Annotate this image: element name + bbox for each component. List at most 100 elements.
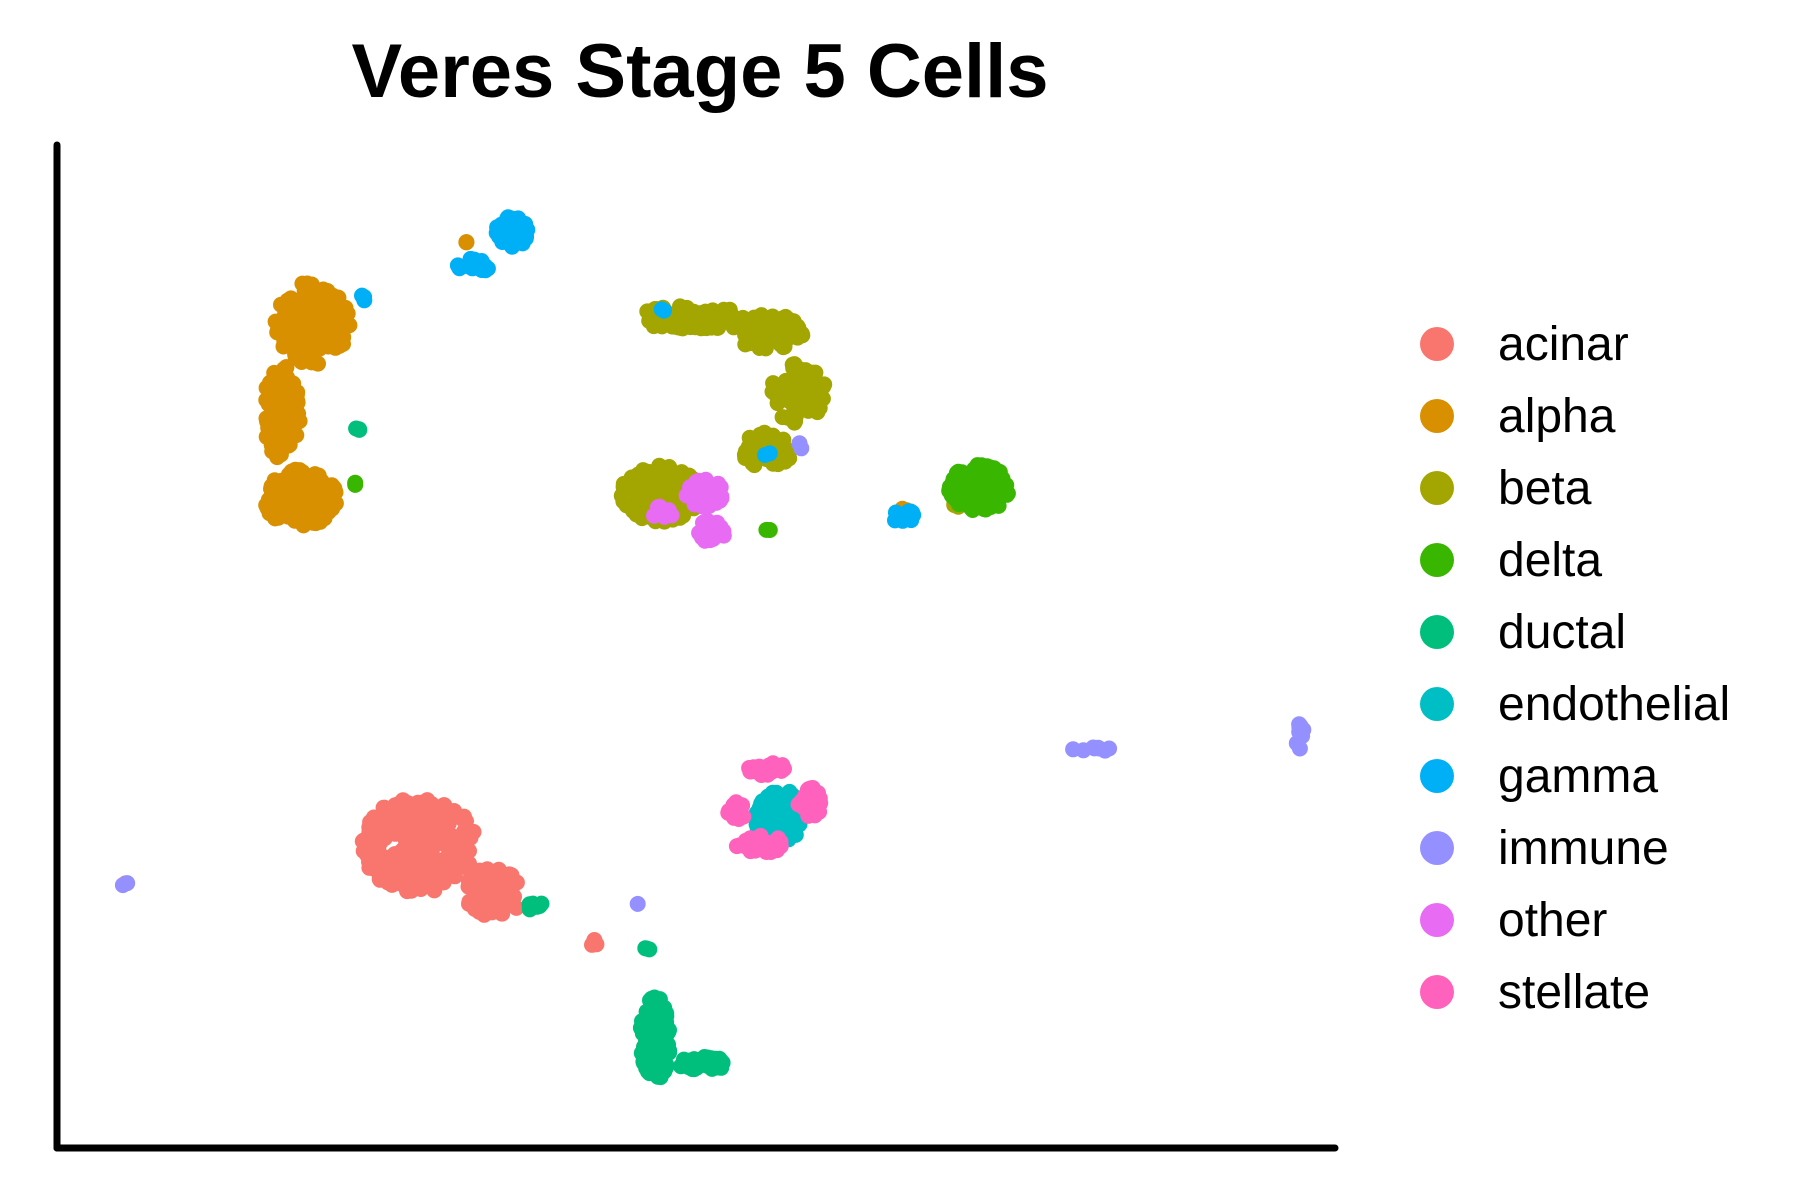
data-point-ductal xyxy=(698,1055,715,1072)
data-point-alpha xyxy=(260,416,277,433)
data-point-other xyxy=(713,488,730,505)
data-point-acinar xyxy=(456,823,472,840)
data-point-other xyxy=(646,507,662,524)
legend-item-stellate: stellate xyxy=(1420,956,1730,1028)
data-point-immune xyxy=(1065,741,1082,758)
data-point-delta xyxy=(976,475,993,492)
legend-swatch-immune xyxy=(1420,831,1454,865)
data-point-acinar xyxy=(490,861,507,878)
data-point-acinar xyxy=(367,812,384,829)
data-point-gamma xyxy=(887,512,903,529)
data-point-stellate xyxy=(728,794,745,811)
data-point-acinar xyxy=(486,897,503,914)
data-point-alpha xyxy=(458,234,475,251)
series-alpha xyxy=(258,234,915,534)
data-point-gamma xyxy=(506,234,523,251)
data-point-beta xyxy=(634,510,650,527)
data-point-acinar xyxy=(394,864,411,881)
data-point-alpha xyxy=(284,308,301,325)
data-point-acinar xyxy=(405,823,422,840)
data-point-acinar xyxy=(459,860,476,876)
data-point-delta xyxy=(347,474,364,491)
data-point-stellate xyxy=(811,803,828,820)
data-point-acinar xyxy=(374,856,391,872)
data-point-alpha xyxy=(267,374,284,391)
data-point-beta xyxy=(807,375,824,392)
data-point-stellate xyxy=(776,760,792,777)
data-point-acinar xyxy=(449,844,466,861)
data-point-beta xyxy=(792,367,809,384)
legend-swatch-other xyxy=(1420,903,1454,937)
data-point-alpha xyxy=(315,491,332,508)
data-point-acinar xyxy=(479,861,496,878)
data-point-beta xyxy=(678,299,695,316)
data-point-ductal xyxy=(681,1057,698,1074)
data-point-beta xyxy=(800,402,817,419)
data-point-ductal xyxy=(710,1056,727,1073)
legend-swatch-beta xyxy=(1420,471,1454,505)
data-point-alpha xyxy=(263,437,280,454)
data-point-immune xyxy=(114,877,131,894)
data-point-alpha xyxy=(258,497,275,514)
data-point-acinar xyxy=(381,816,398,833)
legend-item-delta: delta xyxy=(1420,524,1730,596)
data-point-immune xyxy=(791,435,808,452)
data-point-acinar xyxy=(416,795,433,812)
data-point-other xyxy=(715,527,732,544)
data-point-delta xyxy=(955,485,972,502)
data-point-ductal xyxy=(348,420,365,437)
data-point-acinar xyxy=(365,830,382,847)
data-point-acinar xyxy=(471,903,488,920)
data-point-alpha xyxy=(272,476,289,493)
legend-label-endothelial: endothelial xyxy=(1498,677,1731,731)
series-acinar xyxy=(117,792,605,953)
legend-item-other: other xyxy=(1420,884,1730,956)
data-point-other xyxy=(691,494,708,511)
data-point-beta xyxy=(771,393,788,410)
data-point-alpha xyxy=(280,437,297,454)
data-point-alpha xyxy=(297,293,313,310)
series-other xyxy=(646,471,732,549)
data-point-delta xyxy=(992,483,1009,500)
legend-swatch-gamma xyxy=(1420,759,1454,793)
legend-item-alpha: alpha xyxy=(1420,380,1730,452)
data-point-ductal xyxy=(638,1060,655,1076)
data-point-acinar xyxy=(421,832,438,849)
legend-item-ductal: ductal xyxy=(1420,596,1730,668)
data-point-immune xyxy=(1291,740,1308,757)
series-immune xyxy=(114,435,1312,912)
data-point-stellate xyxy=(758,844,775,860)
data-point-alpha xyxy=(296,333,313,350)
data-points xyxy=(114,209,1312,1086)
legend-label-beta: beta xyxy=(1498,461,1592,515)
data-point-alpha xyxy=(295,517,312,534)
data-point-alpha xyxy=(268,401,285,418)
data-point-alpha xyxy=(309,298,326,315)
data-point-delta xyxy=(963,468,980,485)
data-point-gamma xyxy=(905,507,922,523)
legend-label-immune: immune xyxy=(1498,821,1669,875)
data-point-beta xyxy=(765,315,781,332)
data-point-beta xyxy=(675,312,692,329)
series-beta xyxy=(613,298,976,530)
data-point-stellate xyxy=(804,780,821,796)
data-point-acinar xyxy=(401,879,418,896)
data-point-acinar xyxy=(466,878,483,895)
legend-item-beta: beta xyxy=(1420,452,1730,524)
data-point-alpha xyxy=(304,506,321,523)
legend-item-acinar: acinar xyxy=(1420,308,1730,380)
legend-label-gamma: gamma xyxy=(1498,749,1659,803)
series-gamma xyxy=(354,209,922,529)
series-ductal xyxy=(348,420,731,1086)
data-point-ductal xyxy=(637,940,654,957)
data-point-acinar xyxy=(504,871,521,888)
data-point-immune xyxy=(629,895,646,912)
data-point-ductal xyxy=(646,989,663,1006)
data-point-gamma xyxy=(494,234,511,250)
data-point-stellate xyxy=(728,807,745,824)
data-point-alpha xyxy=(282,290,299,307)
data-point-beta xyxy=(776,338,793,355)
data-point-acinar xyxy=(429,868,446,885)
legend-label-stellate: stellate xyxy=(1498,965,1651,1019)
